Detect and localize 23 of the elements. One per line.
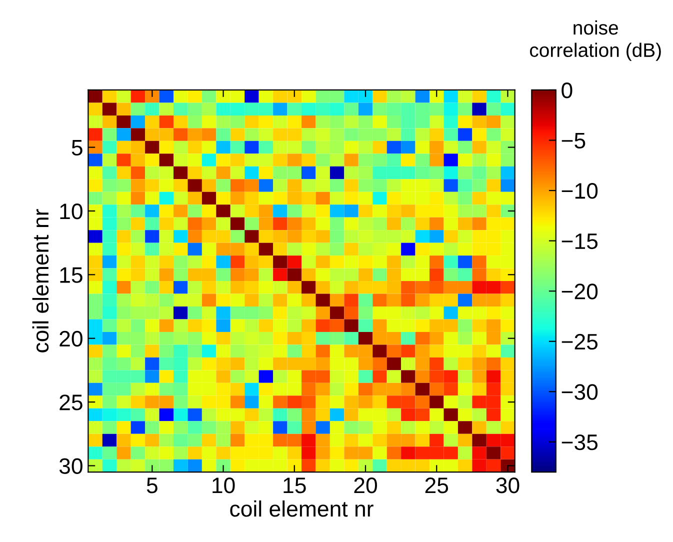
color-bar-label: −35 [562,434,598,450]
x-tick-label: 30 [496,478,520,494]
y-tick-label: 30 [59,458,82,474]
y-tick-label: 5 [72,140,82,156]
y-tick-label: 25 [60,394,82,410]
x-tick-label: 20 [354,478,377,494]
y-tick-label: 20 [60,330,82,347]
color-bar-label: −20 [562,284,598,300]
color-bar-label: 0 [562,82,572,98]
color-bar-label: −15 [562,234,598,250]
y-tick-label: 15 [60,267,82,283]
x-tick-label: 25 [425,478,448,494]
y-tick-label: 10 [60,204,82,220]
x-tick-label: 10 [212,478,235,494]
x-tick-label: 15 [284,478,306,494]
x-tick-label: 5 [146,478,158,494]
color-bar-title: noise correlation (dB) [530,20,661,61]
color-bar-label: −5 [562,133,586,149]
color-bar-label: −10 [562,183,598,199]
color-bar-label: −30 [562,384,598,400]
y-axis-title: coil element nr [32,209,49,352]
color-bar-label: −25 [562,334,598,350]
x-axis-title: coil element nr [230,500,374,517]
